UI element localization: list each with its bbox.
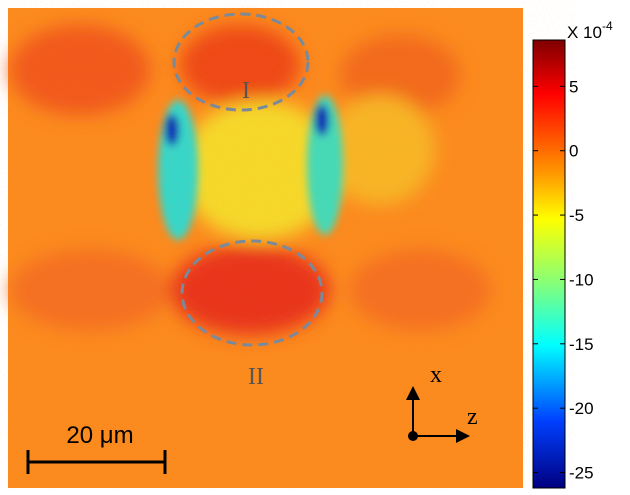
tick-label: 0 xyxy=(569,142,578,161)
colorbar-unit: X 10 xyxy=(567,23,602,42)
tick-label: -25 xyxy=(569,464,594,483)
tick-label: -20 xyxy=(569,399,594,418)
colorbar-label: X 10-4 xyxy=(567,19,613,42)
colorbar-exponent: -4 xyxy=(602,19,613,33)
axis-label: z xyxy=(467,404,478,430)
colorbar-ticks: 5 0 -5 -10 -15 -20 -25 xyxy=(533,77,594,483)
axis-label: x xyxy=(430,362,442,388)
scale-bar-label: 20 μm xyxy=(66,422,133,449)
region-label: I xyxy=(242,78,250,104)
strain-map: I II 20 μm x z xyxy=(8,8,523,488)
tick-label: -15 xyxy=(569,335,594,354)
region-label: II xyxy=(248,364,264,390)
tick-label: -5 xyxy=(569,206,584,225)
tick-label: 5 xyxy=(569,77,578,96)
tick-label: -10 xyxy=(569,270,594,289)
colorbar xyxy=(532,39,566,489)
